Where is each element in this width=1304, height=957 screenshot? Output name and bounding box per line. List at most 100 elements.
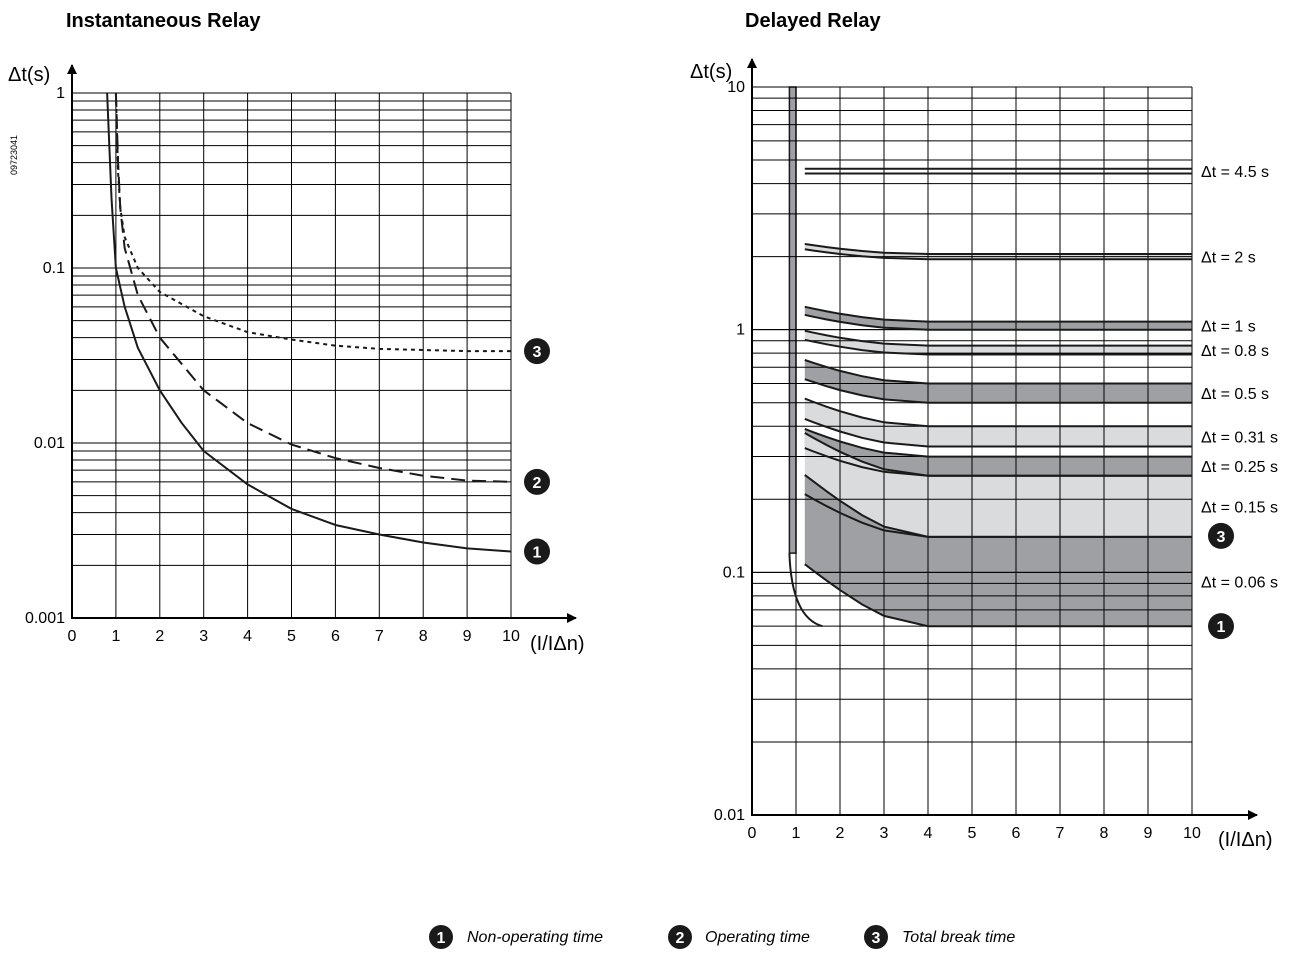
y-axis-label: Δt(s) (8, 64, 50, 86)
legend-item-non-operating-time: 1 Non-operating time (429, 925, 603, 949)
band-lower-curve (804, 338, 1192, 356)
band-upper-curve (804, 329, 1192, 347)
tick-labels: 0 1 2 3 4 5 6 7 8 9 10 0.01 0.1 1 10 (714, 79, 1201, 842)
threshold-strip (788, 86, 797, 554)
legend: 1 Non-operating time 2 Operating time 3 … (429, 925, 1015, 949)
band-label: Δt = 0.5 s (1201, 386, 1269, 403)
band-label: Δt = 1 s (1201, 319, 1256, 336)
tick-labels: 0 1 2 3 4 5 6 7 8 9 10 0.001 0.01 0.1 1 (25, 85, 520, 645)
badge-3-icon (864, 925, 888, 949)
series-badges: 31 (1208, 522, 1234, 640)
series-3-line (114, 92, 511, 353)
band-lower-curve (804, 563, 1192, 628)
badge-2-icon (668, 925, 692, 949)
delayed-relay-chart: Delayed Relay Δt(s) (I/IΔn) 0 1 2 3 4 5 6 7 8 9 10… (690, 10, 1278, 851)
badge-2-icon (524, 468, 550, 495)
delay-band-area (804, 433, 1192, 537)
band-label: Δt = 0.8 s (1201, 343, 1269, 360)
band-upper-curve (804, 359, 1192, 385)
x-axis-label: (I/IΔn) (1218, 829, 1272, 851)
x-tick-label: 10 (1183, 825, 1201, 842)
series-2-line (114, 92, 512, 483)
document-code: 09723041 (9, 135, 19, 175)
x-tick-label: 9 (1144, 825, 1153, 842)
y-tick-label: 1 (56, 85, 65, 102)
band-upper-curve (804, 427, 1192, 458)
threshold-strip-knee (788, 553, 823, 628)
legend-badge: 3 (872, 930, 881, 947)
band-lower-curve (804, 313, 1192, 331)
delay-band-area (804, 330, 1192, 355)
chart-title: Instantaneous Relay (66, 10, 261, 32)
band-lower-curve (804, 248, 1192, 261)
legend-badge: 1 (437, 930, 446, 947)
x-tick-label: 7 (375, 628, 384, 645)
badge-1-text: 1 (1217, 619, 1226, 636)
y-tick-label: 10 (727, 79, 745, 96)
legend-label: Operating time (705, 929, 810, 946)
band-lower-curve (804, 378, 1192, 404)
x-tick-label: 6 (331, 628, 340, 645)
x-tick-label: 5 (287, 628, 296, 645)
band-upper-curve (804, 305, 1192, 323)
legend-label: Non-operating time (467, 929, 603, 946)
delay-band-area (804, 398, 1192, 447)
y-tick-label: 0.01 (714, 807, 745, 824)
band-label: Δt = 0.31 s (1201, 429, 1278, 446)
band-label: Δt = 0.15 s (1201, 499, 1278, 516)
band-label: Δt = 0.25 s (1201, 459, 1278, 476)
band-upper-curve (804, 243, 1192, 255)
grid (67, 64, 577, 623)
delay-band-area (804, 474, 1192, 627)
series-lines (106, 92, 512, 553)
badge-3-icon (524, 338, 550, 365)
y-tick-label: 0.001 (25, 610, 65, 627)
x-tick-label: 2 (155, 628, 164, 645)
delay-bands (788, 86, 1192, 627)
chart-title: Delayed Relay (745, 10, 882, 32)
band-label: Δt = 2 s (1201, 250, 1256, 267)
legend-item-operating-time: 2 Operating time (668, 925, 810, 949)
x-tick-label: 5 (968, 825, 977, 842)
x-tick-label: 9 (463, 628, 472, 645)
delay-band-area (804, 428, 1192, 476)
band-label: Δt = 0.06 s (1201, 575, 1278, 592)
badge-1-icon (524, 538, 550, 565)
band-lower-curve (804, 417, 1192, 448)
badge-1-icon (429, 925, 453, 949)
x-tick-label: 1 (111, 628, 120, 645)
y-tick-label: 0.1 (43, 260, 65, 277)
y-tick-label: 1 (736, 322, 745, 339)
band-upper-curve (804, 474, 1192, 538)
legend-badge: 2 (676, 930, 685, 947)
legend-label: Total break time (902, 929, 1015, 946)
x-tick-label: 2 (836, 825, 845, 842)
badge-2-text: 2 (533, 475, 542, 492)
badge-3-text: 3 (1217, 529, 1226, 546)
x-tick-label: 1 (792, 825, 801, 842)
x-tick-label: 3 (880, 825, 889, 842)
series-1-line (106, 92, 512, 553)
badge-3-text: 3 (533, 344, 542, 361)
y-tick-label: 0.1 (723, 564, 745, 581)
band-curves (788, 167, 1192, 628)
delay-band-area (804, 306, 1192, 330)
y-tick-label: 0.01 (34, 435, 65, 452)
badge-1-icon (1208, 613, 1234, 640)
band-upper-curve (804, 397, 1192, 428)
delay-band-area (804, 168, 1192, 174)
y-axis-label: Δt(s) (690, 61, 732, 83)
badge-1-text: 1 (533, 544, 542, 561)
series-badges: 1 2 3 (524, 338, 550, 565)
x-tick-label: 10 (502, 628, 520, 645)
x-tick-label: 4 (924, 825, 933, 842)
delay-band-area (804, 360, 1192, 403)
x-tick-label: 8 (1100, 825, 1109, 842)
x-tick-label: 0 (748, 825, 757, 842)
x-tick-label: 8 (419, 628, 428, 645)
x-tick-label: 3 (199, 628, 208, 645)
x-axis-label: (I/IΔn) (530, 633, 584, 655)
x-tick-label: 4 (243, 628, 252, 645)
x-tick-label: 0 (68, 628, 77, 645)
